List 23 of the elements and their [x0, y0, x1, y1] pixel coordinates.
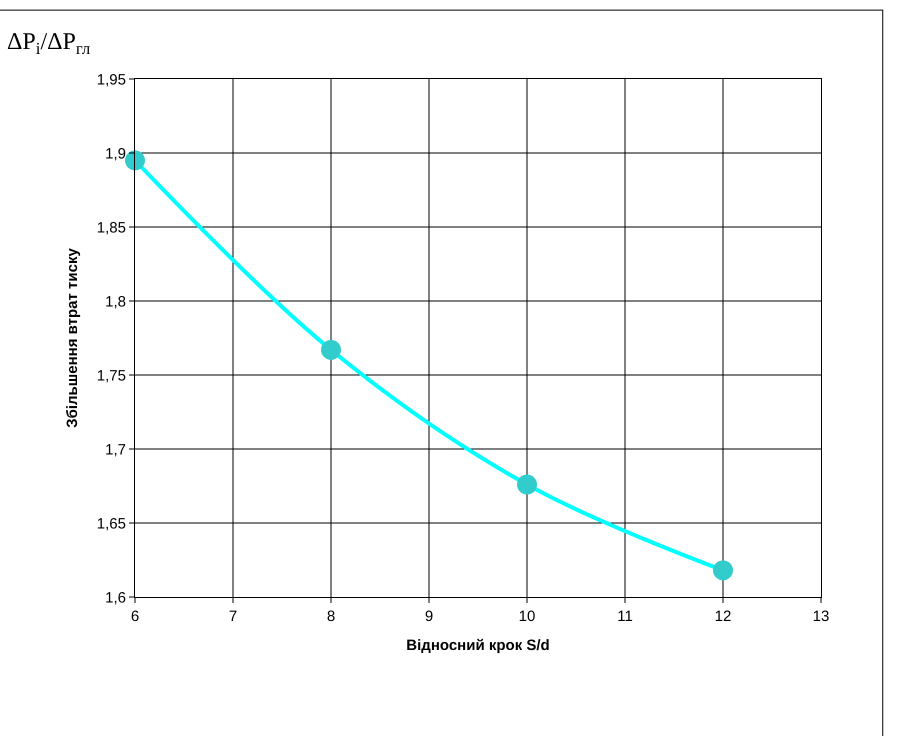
y-tick-label: 1,65	[96, 515, 126, 532]
x-tick-label: 8	[326, 608, 336, 625]
y-axis-title: Збільшення втрат тиску	[64, 248, 82, 428]
point	[321, 340, 341, 360]
y-tick-label: 1,6	[105, 589, 126, 606]
x-tick-label: 10	[518, 608, 536, 625]
x-tick-label: 9	[424, 608, 434, 625]
x-axis-title: Відносний крок S/d	[406, 637, 550, 654]
point	[713, 560, 733, 580]
x-tick-label: 6	[130, 608, 140, 625]
text: ΔP$_{i}$/ΔP$_{гл}$	[7, 29, 90, 58]
y-tick-label: 1,9	[105, 145, 126, 162]
y-tick-label: 1,85	[96, 219, 126, 236]
point	[125, 150, 145, 170]
y-tick-label: 1,75	[96, 367, 126, 384]
point	[517, 474, 537, 495]
y-tick-label: 1,7	[105, 441, 126, 458]
x-tick-label: 11	[617, 608, 633, 625]
y-tick-label: 1,8	[105, 293, 126, 310]
x-tick-label: 13	[812, 608, 830, 625]
x-tick-label: 12	[714, 608, 732, 625]
x-tick-label: 7	[228, 608, 238, 625]
y-tick-label: 1,95	[96, 71, 126, 88]
